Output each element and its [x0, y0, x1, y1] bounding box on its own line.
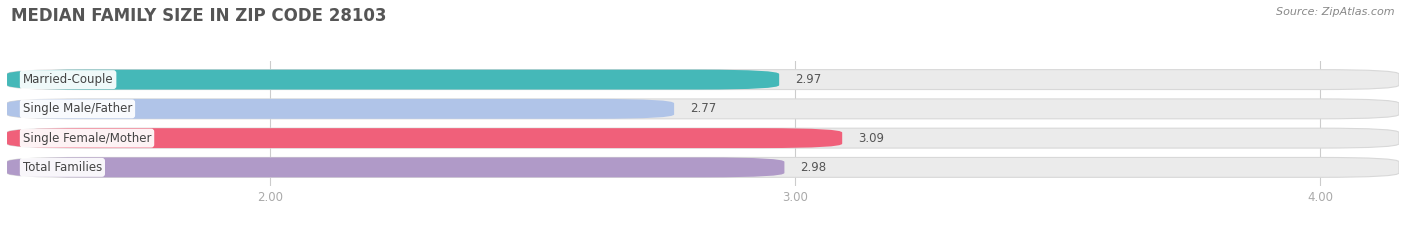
FancyBboxPatch shape [7, 128, 1399, 148]
FancyBboxPatch shape [7, 70, 1399, 89]
Text: Married-Couple: Married-Couple [22, 73, 114, 86]
FancyBboxPatch shape [7, 70, 779, 89]
Text: 2.97: 2.97 [794, 73, 821, 86]
Text: 2.98: 2.98 [800, 161, 827, 174]
FancyBboxPatch shape [7, 158, 785, 177]
Text: MEDIAN FAMILY SIZE IN ZIP CODE 28103: MEDIAN FAMILY SIZE IN ZIP CODE 28103 [11, 7, 387, 25]
Text: Single Female/Mother: Single Female/Mother [22, 132, 152, 145]
Text: Source: ZipAtlas.com: Source: ZipAtlas.com [1277, 7, 1395, 17]
FancyBboxPatch shape [7, 99, 1399, 119]
Text: Single Male/Father: Single Male/Father [22, 102, 132, 115]
FancyBboxPatch shape [7, 99, 673, 119]
Text: 3.09: 3.09 [858, 132, 884, 145]
FancyBboxPatch shape [7, 128, 842, 148]
Text: Total Families: Total Families [22, 161, 103, 174]
FancyBboxPatch shape [7, 158, 1399, 177]
Text: 2.77: 2.77 [690, 102, 716, 115]
